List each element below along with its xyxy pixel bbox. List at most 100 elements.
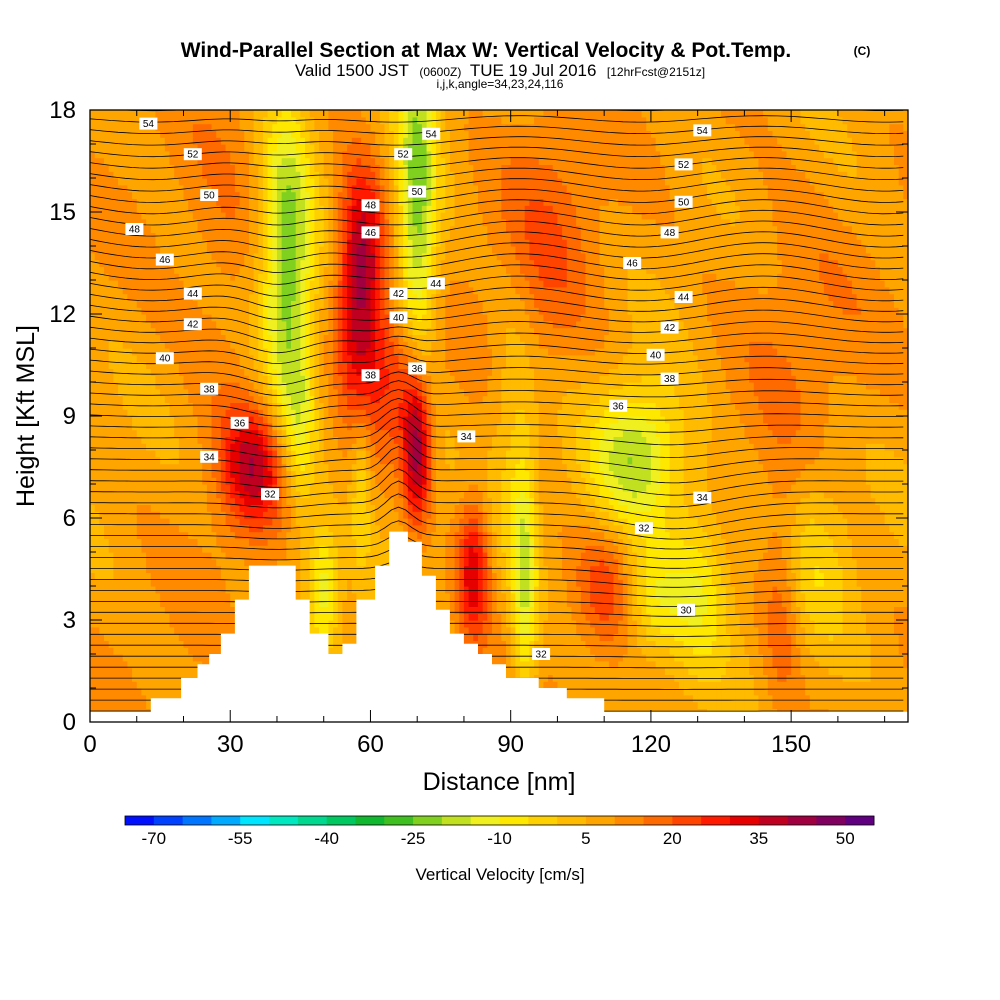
velocity-cell bbox=[216, 558, 222, 567]
velocity-cell bbox=[487, 647, 493, 655]
velocity-cell bbox=[496, 579, 502, 587]
velocity-cell bbox=[903, 552, 908, 560]
velocity-cell bbox=[646, 688, 652, 696]
velocity-cell bbox=[599, 579, 605, 587]
velocity-cell bbox=[132, 552, 138, 560]
velocity-cell bbox=[220, 586, 227, 594]
velocity-cell bbox=[585, 586, 591, 594]
velocity-cell bbox=[127, 565, 133, 573]
velocity-cell bbox=[660, 694, 666, 703]
velocity-cell bbox=[258, 538, 264, 546]
velocity-cell bbox=[272, 552, 278, 560]
velocity-cell bbox=[739, 681, 745, 689]
velocity-cell bbox=[183, 538, 189, 546]
velocity-cell bbox=[781, 592, 788, 601]
velocity-cell bbox=[870, 667, 876, 675]
velocity-cell bbox=[463, 524, 470, 533]
velocity-cell bbox=[716, 531, 722, 539]
velocity-cell bbox=[660, 667, 666, 675]
velocity-cell bbox=[758, 647, 764, 655]
velocity-cell bbox=[833, 572, 839, 580]
velocity-cell bbox=[300, 531, 306, 539]
velocity-cell bbox=[506, 558, 512, 567]
velocity-cell bbox=[333, 640, 339, 648]
velocity-cell bbox=[548, 531, 554, 539]
velocity-cell bbox=[585, 558, 591, 567]
velocity-cell bbox=[431, 552, 437, 560]
velocity-cell bbox=[823, 606, 830, 614]
velocity-cell bbox=[454, 565, 460, 573]
velocity-cell bbox=[468, 565, 474, 573]
velocity-cell bbox=[477, 606, 484, 614]
velocity-cell bbox=[791, 606, 797, 614]
velocity-cell bbox=[622, 701, 629, 709]
velocity-cell bbox=[594, 626, 601, 635]
velocity-cell bbox=[697, 606, 703, 614]
velocity-cell bbox=[491, 565, 498, 573]
velocity-cell bbox=[543, 633, 549, 641]
velocity-cell bbox=[548, 654, 554, 662]
velocity-cell bbox=[543, 538, 549, 546]
velocity-cell bbox=[132, 660, 138, 669]
velocity-cell bbox=[449, 613, 456, 621]
velocity-cell bbox=[791, 694, 797, 703]
velocity-cell bbox=[791, 558, 797, 567]
velocity-cell bbox=[127, 538, 133, 546]
velocity-cell bbox=[206, 599, 213, 607]
velocity-cell bbox=[188, 592, 194, 601]
velocity-cell bbox=[772, 565, 778, 573]
velocity-cell bbox=[805, 640, 811, 648]
velocity-cell bbox=[435, 572, 442, 580]
velocity-cell bbox=[678, 620, 685, 628]
velocity-cell bbox=[833, 694, 839, 703]
velocity-cell bbox=[753, 701, 760, 709]
velocity-cell bbox=[183, 524, 189, 533]
velocity-cell bbox=[169, 660, 175, 669]
velocity-cell bbox=[618, 620, 624, 628]
velocity-cell bbox=[529, 647, 535, 655]
velocity-cell bbox=[122, 586, 128, 594]
velocity-cell bbox=[814, 633, 820, 641]
velocity-cell bbox=[865, 660, 872, 669]
velocity-cell bbox=[837, 579, 844, 587]
velocity-cell bbox=[557, 579, 563, 587]
velocity-cell bbox=[879, 558, 886, 567]
velocity-cell bbox=[627, 701, 633, 709]
velocity-cell bbox=[636, 667, 643, 675]
velocity-cell bbox=[459, 565, 465, 573]
velocity-cell bbox=[113, 572, 119, 580]
velocity-cell bbox=[211, 538, 217, 546]
velocity-cell bbox=[496, 524, 502, 533]
velocity-cell bbox=[459, 586, 465, 594]
velocity-cell bbox=[384, 558, 390, 567]
velocity-cell bbox=[477, 599, 484, 607]
velocity-cell bbox=[735, 586, 741, 594]
velocity-cell bbox=[604, 701, 610, 709]
velocity-cell bbox=[590, 667, 596, 675]
velocity-cell bbox=[590, 654, 596, 662]
velocity-cell bbox=[421, 552, 428, 560]
velocity-cell bbox=[239, 531, 245, 539]
velocity-cell bbox=[805, 647, 811, 655]
velocity-cell bbox=[267, 531, 273, 539]
velocity-cell bbox=[463, 606, 470, 614]
velocity-cell bbox=[636, 606, 643, 614]
velocity-cell bbox=[730, 579, 736, 587]
velocity-cell bbox=[646, 654, 652, 662]
velocity-cell bbox=[767, 592, 774, 601]
velocity-cell bbox=[244, 592, 250, 601]
velocity-cell bbox=[146, 558, 152, 567]
velocity-cell bbox=[772, 640, 778, 648]
velocity-cell bbox=[819, 701, 825, 709]
velocity-cell bbox=[636, 694, 643, 703]
velocity-cell bbox=[174, 667, 180, 675]
velocity-cell bbox=[903, 538, 908, 546]
velocity-cell bbox=[851, 647, 858, 655]
velocity-cell bbox=[828, 545, 834, 553]
velocity-cell bbox=[571, 688, 577, 696]
velocity-cell bbox=[749, 667, 755, 675]
velocity-cell bbox=[174, 545, 180, 553]
velocity-cell bbox=[590, 660, 596, 669]
velocity-cell bbox=[800, 654, 806, 662]
velocity-cell bbox=[781, 606, 788, 614]
